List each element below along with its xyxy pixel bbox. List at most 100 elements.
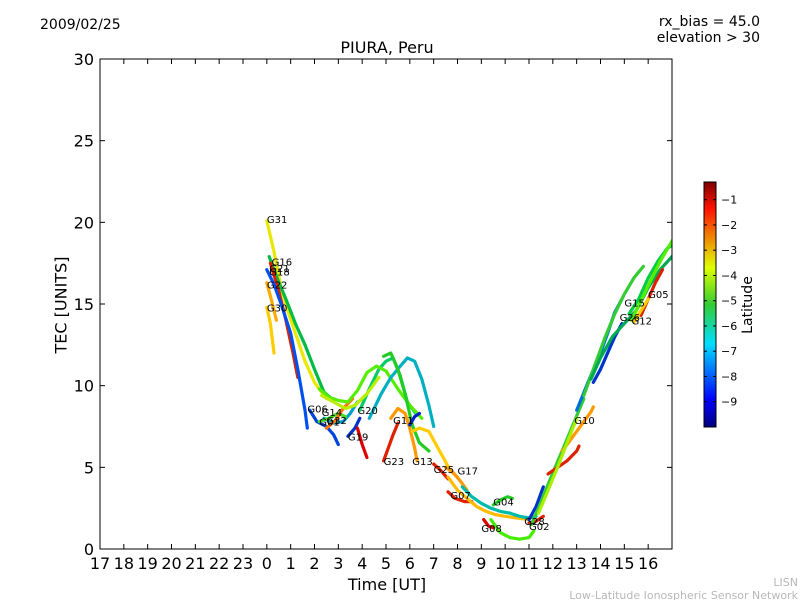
x-tick-label: 10 — [495, 554, 515, 573]
colorbar — [703, 181, 717, 428]
x-tick-label: 6 — [405, 554, 415, 573]
series-line-g01 — [317, 411, 348, 424]
parameters-label: rx_bias = 45.0 elevation > 30 — [657, 14, 760, 46]
series-line-g31 — [265, 219, 328, 401]
series-line-g08b — [489, 517, 536, 541]
satellite-label: G26 — [620, 313, 640, 324]
series-line-g19 — [346, 416, 362, 438]
y-tick-label: 20 — [74, 213, 94, 232]
series-line-g20b — [317, 364, 424, 420]
satellite-label: G14 — [322, 408, 342, 419]
x-axis-label: Time [UT] — [347, 575, 427, 594]
x-tick-label: 7 — [429, 554, 439, 573]
series-line-g04 — [460, 485, 538, 520]
x-axis: 17 18 19 20 21 22 23 0 1 2 3 4 5 6 7 8 9 10 11 12 13 14 15 16 — [90, 59, 658, 573]
series-line-g28 — [527, 485, 545, 522]
satellite-label: G04 — [493, 498, 513, 509]
satellite-label: G18 — [269, 267, 289, 278]
satellite-label: G08 — [481, 524, 501, 535]
satellite-label: G30 — [267, 303, 287, 314]
colorbar-tick-label: −1 — [721, 194, 737, 207]
colorbar-tick-label: −3 — [721, 244, 737, 257]
series-line-g07b — [446, 475, 531, 522]
x-tick-label: 4 — [357, 554, 367, 573]
satellite-label: G22 — [267, 280, 287, 291]
colorbar-tick-label: −5 — [721, 295, 737, 308]
satellite-label: G23 — [384, 457, 404, 468]
satellite-label: G01 — [319, 418, 339, 429]
x-tick-label: 13 — [566, 554, 586, 573]
credit-long: Low-Latitude Ionospheric Sensor Network — [569, 589, 798, 600]
series-line-g11b — [408, 411, 421, 427]
series-line-g20d — [367, 356, 436, 429]
chart-title: PIURA, Peru — [340, 38, 434, 57]
colorbar-tick-label: −6 — [721, 320, 737, 333]
series-line-g15 — [582, 264, 646, 398]
series-line-g32 — [324, 397, 355, 430]
satellite-label: G16 — [272, 258, 292, 269]
x-tick-label: 0 — [262, 554, 272, 573]
y-tick-label: 0 — [84, 540, 94, 559]
series-line-g18 — [265, 268, 309, 430]
series-line-g05 — [629, 237, 672, 322]
satellite-label: G06 — [307, 405, 327, 416]
colorbar-gradient — [703, 181, 717, 428]
series-line-g10d — [536, 416, 579, 515]
y-axis: 0 5 10 15 20 25 30 — [74, 50, 672, 559]
x-tick-label: 20 — [161, 554, 181, 573]
series-line-g20e — [382, 351, 431, 453]
colorbar-tick-label: −7 — [721, 345, 737, 358]
x-tick-label: 2 — [309, 554, 319, 573]
x-tick-label: 17 — [90, 554, 110, 573]
satellite-label: G05 — [648, 290, 668, 301]
series-line-g07 — [446, 490, 474, 504]
satellite-label: G17 — [458, 467, 478, 478]
series-line-g10b — [546, 444, 581, 476]
x-tick-label: 22 — [209, 554, 229, 573]
series-line-g17 — [444, 465, 469, 492]
colorbar-tick-label: −9 — [721, 396, 737, 409]
satellite-label: G02 — [529, 522, 549, 533]
series-line-g12 — [589, 255, 672, 381]
x-tick-label: 8 — [452, 554, 462, 573]
x-tick-label: 23 — [233, 554, 253, 573]
colorbar-ticks: −9 −8 −7 −6 −5 −4 −3 −2 −1 — [704, 194, 737, 409]
x-tick-label: 5 — [381, 554, 391, 573]
series-line-g23b — [382, 421, 400, 463]
series-layer — [265, 219, 672, 541]
x-tick-label: 15 — [614, 554, 634, 573]
satellite-label: G10 — [574, 416, 594, 427]
credit-short: LISN — [773, 576, 798, 589]
satellite-label: G19 — [348, 432, 368, 443]
x-tick-label: 18 — [114, 554, 134, 573]
series-line-g04b — [491, 495, 514, 507]
x-tick-label: 11 — [519, 554, 539, 573]
x-tick-label: 3 — [333, 554, 343, 573]
satellite-label: G12 — [631, 316, 651, 327]
series-line-g30 — [265, 305, 276, 355]
elevation-label: elevation > 30 — [656, 30, 760, 46]
series-line-g11 — [389, 406, 419, 463]
satellite-label: G25 — [434, 465, 454, 476]
date-label: 2009/02/25 — [40, 17, 121, 33]
satellite-label: G31 — [267, 215, 287, 226]
colorbar-tick-label: −2 — [721, 219, 737, 232]
series-line-g22 — [265, 281, 278, 322]
series-line-g25 — [432, 462, 450, 481]
y-tick-label: 10 — [74, 377, 94, 396]
satellite-label: G15 — [624, 298, 644, 309]
x-tick-label: 12 — [543, 554, 563, 573]
plot-frame — [99, 58, 673, 550]
satellite-label: G07 — [450, 491, 470, 502]
y-tick-label: 5 — [84, 458, 94, 477]
satellite-label: G21 — [269, 264, 289, 275]
y-tick-label: 25 — [74, 132, 94, 151]
x-tick-label: 21 — [185, 554, 205, 573]
y-tick-label: 30 — [74, 50, 94, 69]
x-tick-label: 9 — [476, 554, 486, 573]
series-line-g23 — [355, 426, 369, 460]
x-tick-label: 1 — [286, 554, 296, 573]
